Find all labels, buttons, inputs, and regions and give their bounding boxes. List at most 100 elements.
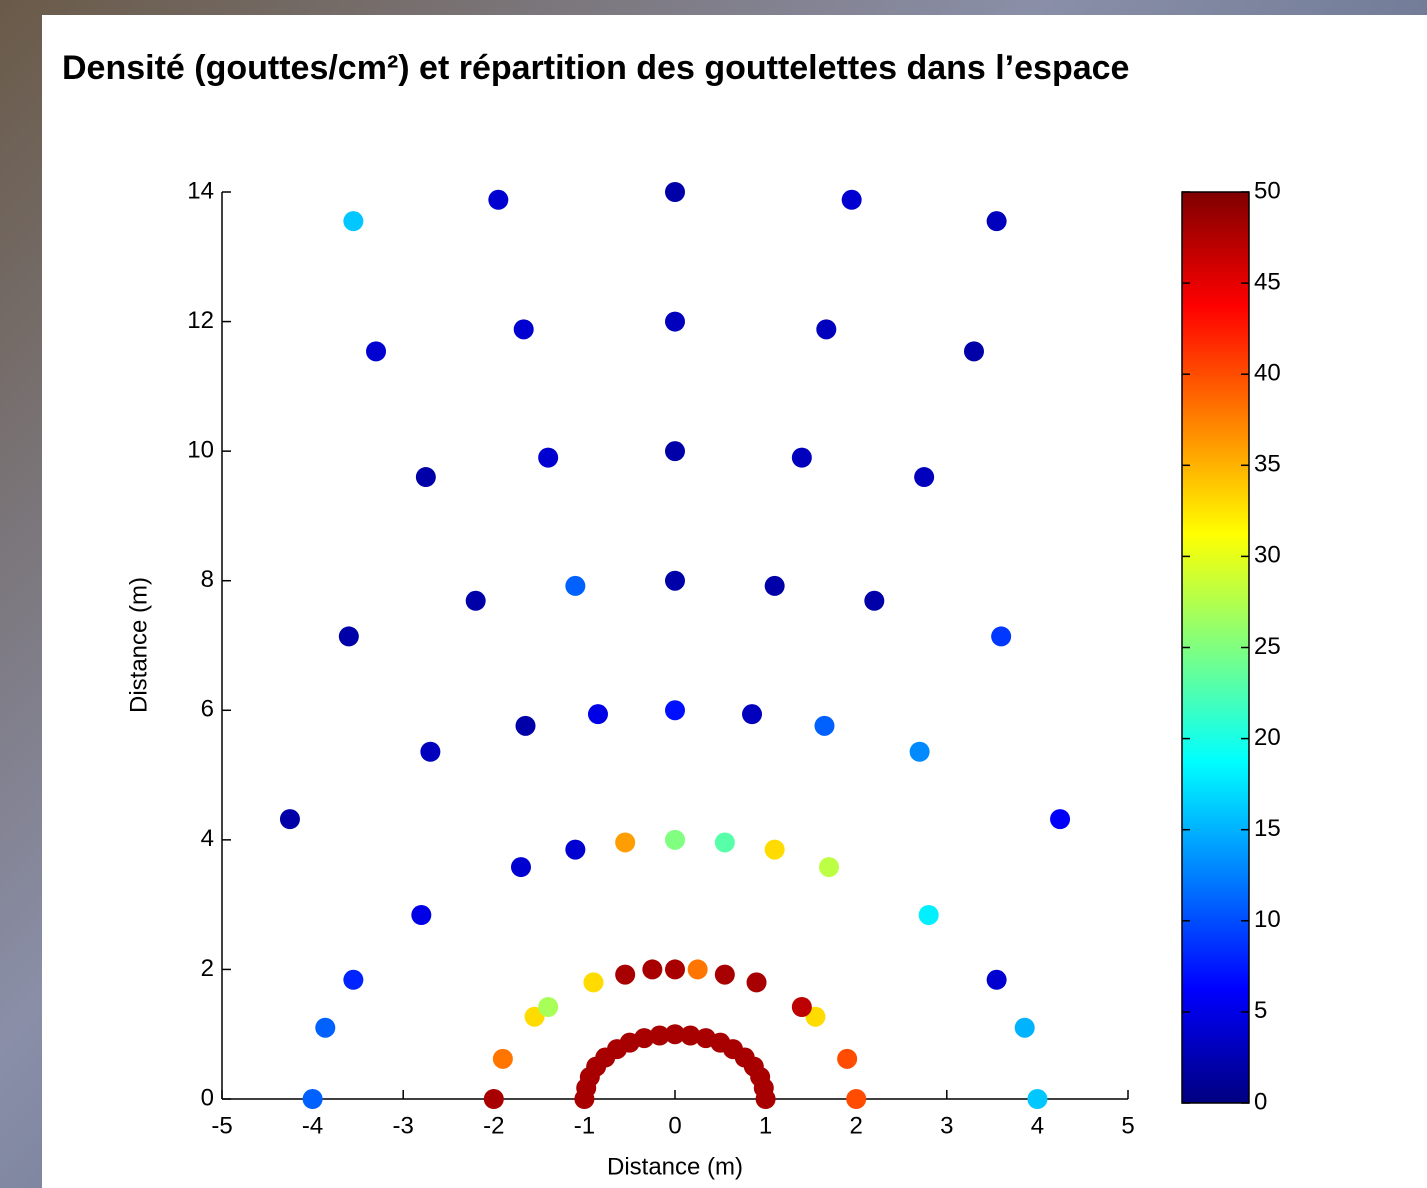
y-tick-label: 4 (201, 825, 214, 852)
scatter-point (764, 575, 785, 596)
y-axis-label: Distance (m) (125, 577, 152, 713)
scatter-point (837, 1048, 858, 1069)
x-tick-label: 4 (1031, 1112, 1044, 1139)
scatter-point (338, 626, 359, 647)
scatter-point (279, 809, 300, 830)
x-tick-label: 0 (668, 1112, 681, 1139)
scatter-point (665, 441, 685, 462)
x-tick-label: -3 (393, 1112, 414, 1139)
scatter-point (665, 570, 685, 591)
scatter-point (1027, 1089, 1048, 1109)
scatter-point (615, 832, 636, 853)
scatter-point (914, 467, 935, 488)
scatter-point (791, 447, 812, 468)
scatter-point (918, 905, 939, 926)
scatter-point (515, 715, 536, 736)
scatter-point (814, 715, 835, 736)
colorbar-tick-label: 50 (1254, 177, 1281, 204)
scatter-point (420, 741, 441, 762)
scatter-point (665, 829, 685, 850)
scatter-point (819, 857, 840, 878)
colorbar-tick-label: 5 (1254, 997, 1267, 1024)
scatter-point (986, 211, 1007, 232)
scatter-point (742, 704, 763, 725)
scatter-point (488, 189, 509, 210)
scatter-point (574, 1089, 595, 1109)
x-tick-label: 3 (940, 1112, 953, 1139)
scatter-point (695, 1028, 716, 1049)
colorbar-tick-label: 45 (1254, 268, 1281, 295)
x-tick-label: 5 (1121, 1112, 1134, 1139)
scatter-point (864, 590, 885, 611)
scatter-point (492, 1048, 513, 1069)
scatter-point (680, 1025, 701, 1046)
scatter-point (791, 997, 812, 1018)
scatter-point (714, 964, 735, 985)
scatter-point (1014, 1017, 1035, 1038)
scatter-point (846, 1089, 867, 1109)
scatter-point (411, 905, 432, 926)
y-tick-label: 6 (201, 696, 214, 723)
scatter-point (687, 959, 708, 980)
scatter-point (746, 972, 767, 993)
colorbar-tick-label: 0 (1254, 1088, 1267, 1115)
scatter-point (615, 964, 636, 985)
scatter-point (366, 341, 387, 362)
scatter-point (483, 1089, 504, 1109)
colorbar-tick-label: 10 (1254, 906, 1281, 933)
scatter-point (538, 447, 559, 468)
scatter-point (816, 319, 837, 340)
scatter-point (665, 1024, 685, 1045)
scatter-point (587, 704, 608, 725)
colorbar-tick-label: 40 (1254, 360, 1281, 387)
y-tick-label: 2 (201, 955, 214, 982)
x-tick-label: 2 (850, 1112, 863, 1139)
y-tick-label: 0 (201, 1084, 214, 1111)
scatter-point (415, 467, 436, 488)
colorbar (1181, 191, 1250, 1104)
scatter-point (510, 857, 531, 878)
scatter-point (665, 959, 685, 980)
x-tick-label: -5 (211, 1112, 232, 1139)
scatter-point (513, 319, 534, 340)
x-tick-label: -4 (302, 1112, 323, 1139)
y-tick-label: 12 (187, 307, 214, 334)
x-axis-label: Distance (m) (607, 1153, 743, 1180)
chart-title: Densité (gouttes/cm²) et répartition des… (62, 49, 1129, 87)
scatter-point (991, 626, 1012, 647)
scatter-point (665, 182, 685, 202)
x-tick-label: 1 (759, 1112, 772, 1139)
colorbar-tick-label: 15 (1254, 815, 1281, 842)
scatter-point (583, 972, 604, 993)
scatter-point (343, 969, 364, 990)
scatter-point (986, 969, 1007, 990)
scatter-point (1050, 809, 1071, 830)
scatter-point (665, 700, 685, 721)
x-tick-label: -2 (483, 1112, 504, 1139)
colorbar-tick-label: 35 (1254, 451, 1281, 478)
scatter-point (565, 839, 586, 860)
y-tick-label: 14 (187, 177, 214, 204)
scatter-point (714, 832, 735, 853)
scatter-point (841, 189, 862, 210)
scatter-point (665, 311, 685, 332)
y-tick-label: 8 (201, 566, 214, 593)
colorbar-tick-label: 25 (1254, 633, 1281, 660)
y-tick-label: 10 (187, 436, 214, 463)
scatter-point (649, 1025, 670, 1046)
scatter-point (642, 959, 663, 980)
scatter-point (315, 1017, 336, 1038)
scatter-point (538, 997, 559, 1018)
scatter-point (565, 575, 586, 596)
colorbar-tick-label: 30 (1254, 542, 1281, 569)
scatter-point (909, 741, 930, 762)
scatter-point (302, 1089, 323, 1109)
scatter-point (465, 590, 486, 611)
scatter-point (764, 839, 785, 860)
colorbar-tick-label: 20 (1254, 724, 1281, 751)
scatter-point (343, 211, 364, 232)
scatter-point (963, 341, 984, 362)
x-tick-label: -1 (574, 1112, 595, 1139)
